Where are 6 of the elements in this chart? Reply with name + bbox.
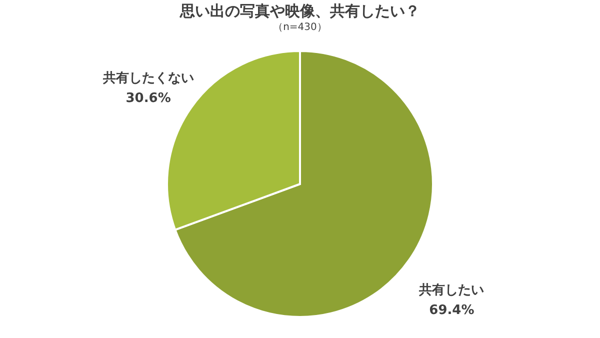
- data-label: 69.4%: [429, 302, 474, 318]
- chart-title: 思い出の写真や映像、共有したい？: [179, 2, 420, 20]
- slice-label: 共有したくない: [102, 71, 194, 86]
- chart-subtitle: （n=430）: [273, 22, 327, 33]
- data-label: 30.6%: [126, 91, 171, 106]
- slice-label: 共有したい: [418, 282, 484, 298]
